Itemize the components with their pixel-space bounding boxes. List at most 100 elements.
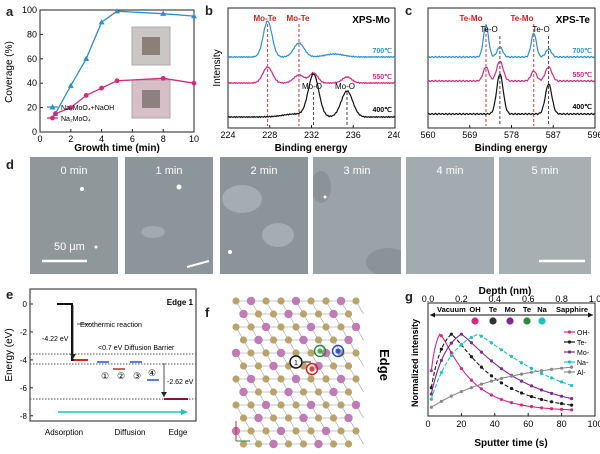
g-layer-mo: Mo bbox=[505, 305, 516, 314]
g-point bbox=[449, 341, 453, 345]
micrograph-2: 2 min bbox=[220, 157, 308, 274]
mo-atom bbox=[329, 309, 338, 319]
te-atom bbox=[352, 375, 360, 383]
te-atom bbox=[247, 349, 255, 357]
coverage-chart: 0 20 40 60 80 100 0 2 4 6 8 10 Coverage (%) Growth… bbox=[4, 5, 199, 154]
g-point bbox=[570, 396, 574, 401]
g-point bbox=[499, 397, 504, 402]
g-point bbox=[429, 369, 433, 373]
a-ytick-label: 0 bbox=[32, 127, 37, 137]
te-atom bbox=[344, 362, 353, 370]
g-top-tick-label: 0.0 bbox=[422, 294, 435, 304]
lattice-area bbox=[230, 295, 362, 447]
e-ann-e1: -4.22 eV bbox=[42, 336, 69, 343]
te-atom bbox=[292, 323, 300, 331]
e-ytick-label: -8 bbox=[20, 412, 28, 421]
e-ytick-label: -2 bbox=[20, 328, 28, 337]
panel-c: c 560 569 578 587 596 Te-Mo Te-O Te-Mo Te-O … bbox=[400, 0, 600, 155]
te-atom bbox=[307, 427, 315, 435]
layer-sequence: Vacuum OH Te Mo Te Na Sapphire bbox=[437, 305, 588, 325]
te-atom bbox=[269, 310, 278, 318]
g-layer-te1: Te bbox=[489, 305, 497, 314]
te-atom bbox=[307, 349, 315, 357]
te-atom bbox=[329, 362, 338, 370]
mo-atom bbox=[336, 374, 346, 384]
te-atom bbox=[307, 297, 315, 305]
g-point bbox=[560, 402, 564, 406]
a-ytick-label: 80 bbox=[27, 29, 37, 39]
g-point bbox=[449, 394, 453, 398]
a-xtick-label: 10 bbox=[189, 134, 199, 144]
g-point bbox=[560, 380, 564, 384]
g-point bbox=[570, 408, 574, 412]
g-legend-marker bbox=[567, 330, 572, 334]
te-atom bbox=[269, 388, 278, 396]
g-point bbox=[489, 374, 494, 378]
a-point bbox=[53, 111, 58, 117]
g-point bbox=[439, 399, 443, 403]
b-ylabel: Intensity bbox=[212, 49, 223, 86]
g-point bbox=[499, 348, 504, 352]
g-point bbox=[549, 407, 554, 411]
mo-atom bbox=[306, 400, 316, 410]
frame-time-0: 0 min bbox=[60, 165, 88, 177]
b-peak-label-4: Mo-O bbox=[335, 82, 355, 91]
te-atom bbox=[292, 401, 300, 409]
te-atom bbox=[299, 310, 308, 318]
xps-mo-chart: 224 228 232 236 240 Mo-Te Mo-Te Mo-O Mo-O XP… bbox=[212, 7, 403, 154]
te-atom bbox=[247, 401, 255, 409]
a-point bbox=[83, 93, 89, 98]
te-atom bbox=[277, 375, 285, 383]
a-legend-2: Na₂MoO₄ bbox=[61, 116, 91, 123]
g-legend-OH: OH- bbox=[577, 330, 591, 337]
a-point bbox=[160, 75, 166, 81]
scale-bar-label: 50 μm bbox=[54, 241, 85, 253]
g-point bbox=[479, 365, 484, 369]
mo-atom bbox=[291, 374, 301, 384]
mo-atom bbox=[276, 348, 286, 358]
mo-atom bbox=[284, 387, 293, 397]
g-point bbox=[439, 347, 443, 351]
mo-atom bbox=[314, 361, 323, 371]
e-site-1: ① bbox=[101, 371, 109, 381]
g-point bbox=[429, 405, 433, 409]
g-point bbox=[469, 355, 474, 359]
energy-diagram: 0 -2 -4 -6 -8 Energy (eV) Edge 1 Exothermic … bbox=[4, 288, 197, 437]
te-atom bbox=[322, 297, 330, 305]
a-point bbox=[67, 82, 74, 88]
b-spectrum-3 bbox=[227, 73, 396, 119]
c-spectrum-2 bbox=[427, 60, 596, 83]
te-atom bbox=[284, 414, 293, 422]
xps-te-chart: 560 569 578 587 596 Te-Mo Te-O Te-Mo Te-O XP… bbox=[420, 7, 600, 154]
a-point bbox=[83, 55, 90, 61]
g-point bbox=[519, 372, 524, 376]
g-point bbox=[449, 332, 453, 336]
inset-sample-1-film bbox=[142, 37, 160, 55]
g-legend-Al: Al- bbox=[577, 370, 586, 377]
e-site-4: ④ bbox=[148, 368, 156, 378]
panel-label-a: a bbox=[6, 4, 14, 19]
e-site-2: ② bbox=[117, 371, 125, 381]
te-atom bbox=[239, 414, 248, 422]
frame-time-2: 2 min bbox=[250, 165, 278, 177]
e-xcat-adsorption: Adsorption bbox=[45, 428, 83, 437]
b-temp-400: 400℃ bbox=[372, 106, 392, 114]
mo-atom bbox=[344, 335, 353, 345]
g-point bbox=[429, 392, 433, 396]
g-ylabel: Normalized intensity bbox=[410, 319, 420, 407]
g-xtick-label: 100 bbox=[587, 419, 600, 429]
te-atom bbox=[232, 323, 240, 331]
g-point bbox=[449, 353, 453, 358]
a-point bbox=[114, 8, 120, 14]
g-point bbox=[529, 366, 534, 370]
g-point bbox=[570, 365, 574, 369]
c-xtick-label: 560 bbox=[420, 130, 435, 140]
a-xtick-label: 8 bbox=[161, 134, 166, 144]
e-ylabel: Energy (eV) bbox=[4, 328, 15, 381]
panel-label-f: f bbox=[205, 305, 210, 320]
a-point bbox=[98, 19, 105, 25]
g-top-tick-label: 0.4 bbox=[489, 294, 502, 304]
g-point bbox=[489, 359, 494, 363]
b-peak-label-1: Mo-Te bbox=[254, 14, 278, 23]
g-top-tick-label: 0.8 bbox=[555, 294, 568, 304]
